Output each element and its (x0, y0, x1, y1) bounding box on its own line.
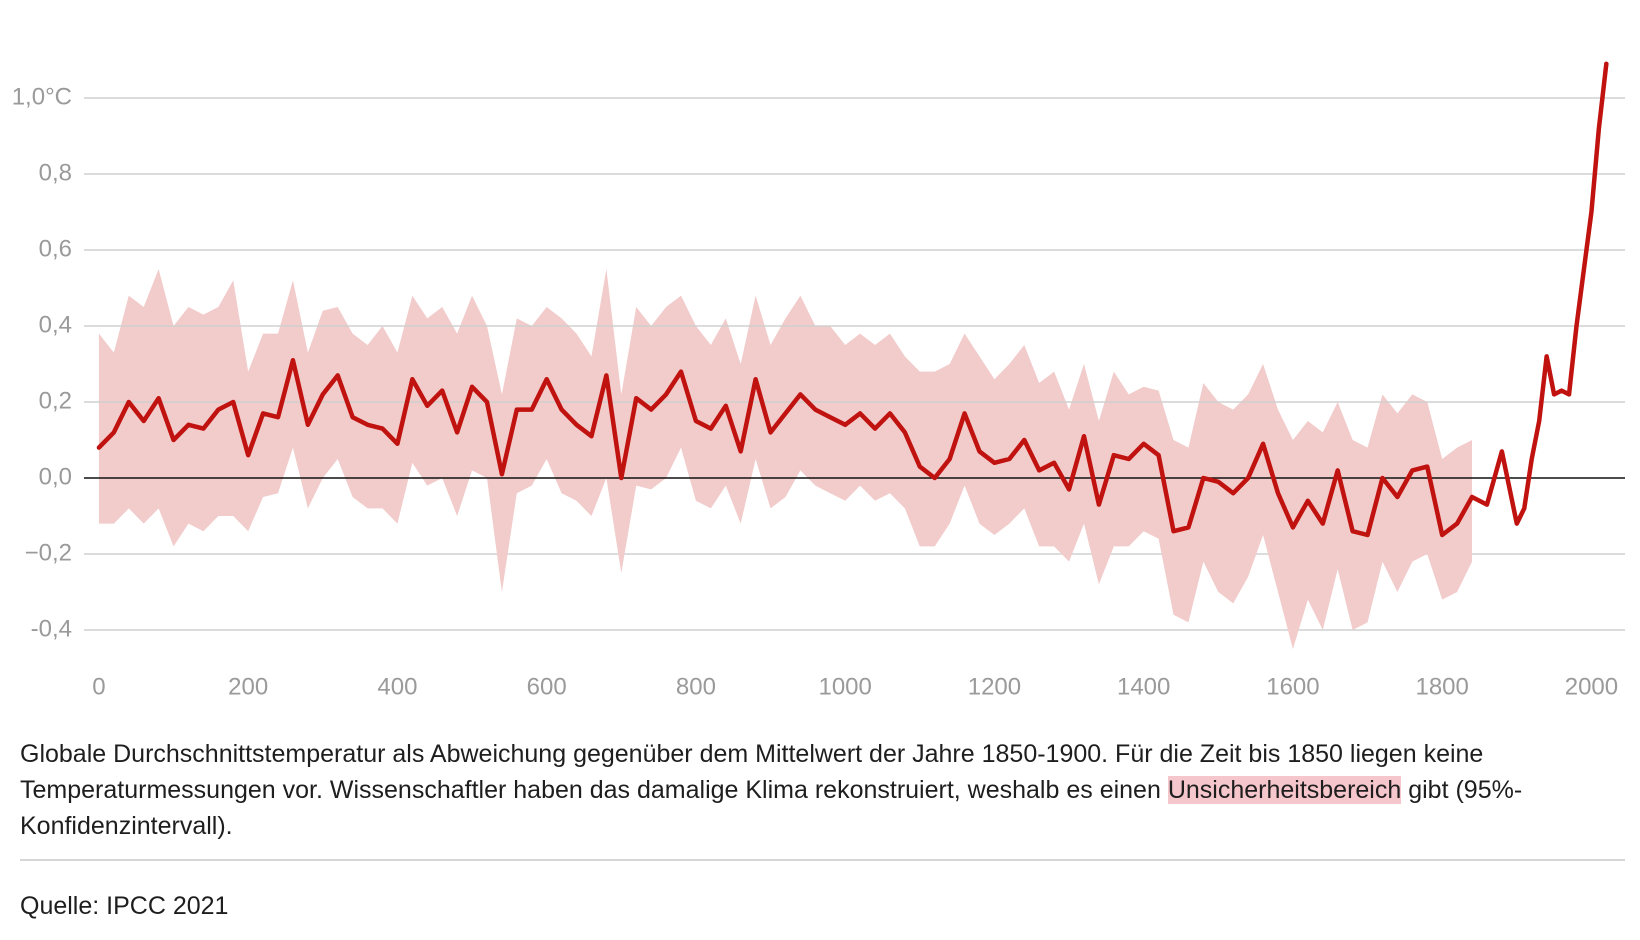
x-tick-label: 200 (228, 673, 268, 700)
y-tick-label: 0,2 (39, 387, 72, 414)
caption-text: Globale Durchschnittstemperatur als Abwe… (20, 740, 1484, 804)
x-tick-label: 800 (676, 673, 716, 700)
caption-text: gibt (95%-Konfidenzintervall). (20, 776, 1523, 840)
y-tick-label: -0,4 (31, 615, 72, 642)
x-tick-label: 0 (92, 673, 105, 700)
caption-highlight: Unsicherheitsbereich (1167, 776, 1402, 804)
x-tick-label: 1400 (1117, 673, 1170, 700)
y-tick-label: 0,8 (39, 159, 72, 186)
caption: Globale Durchschnittstemperatur als Abwe… (20, 736, 1620, 844)
divider (20, 859, 1625, 861)
y-tick-label: 0,0 (39, 463, 72, 490)
x-tick-label: 1200 (968, 673, 1021, 700)
confidence-band (98, 269, 1473, 649)
y-tick-label: −0,2 (25, 539, 72, 566)
x-tick-label: 1000 (818, 673, 871, 700)
y-tick-label: 0,6 (39, 235, 72, 262)
y-tick-label: 0,4 (39, 311, 72, 338)
temperature-line (96, 61, 1609, 538)
x-tick-label: 600 (527, 673, 567, 700)
chart: -0,4 −0,2 0,0 0,2 0,4 0,6 0,8 1,0°C 0 200 400 600 80… (12, 61, 1625, 700)
source: Quelle: IPCC 2021 (20, 892, 229, 920)
x-tick-label: 2000 (1565, 673, 1618, 700)
x-tick-label: 1800 (1415, 673, 1468, 700)
x-tick-label: 1600 (1266, 673, 1319, 700)
y-tick-label: 1,0°C (12, 83, 72, 110)
x-tick-label: 400 (377, 673, 417, 700)
